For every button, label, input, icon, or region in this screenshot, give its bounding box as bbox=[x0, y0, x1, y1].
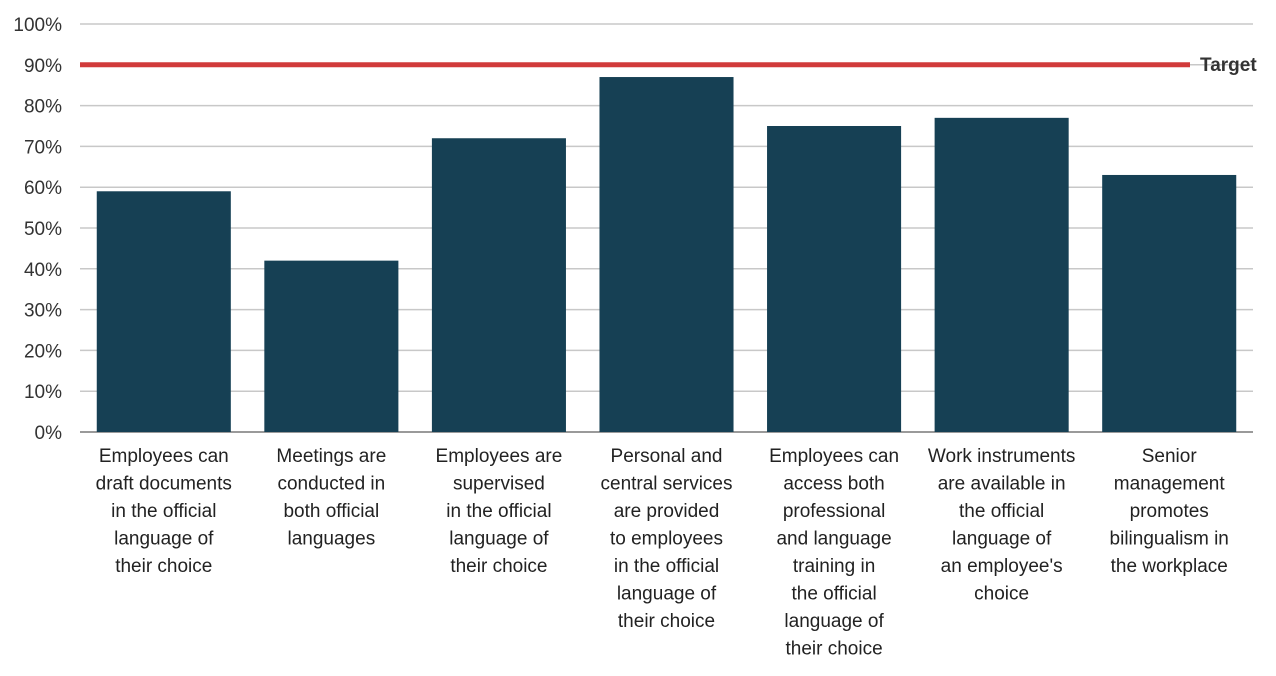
category-label: Work instruments are available in the offi… bbox=[928, 446, 1075, 605]
category-label: Personal and central services are provided… bbox=[601, 446, 733, 632]
y-tick-label: 40% bbox=[24, 260, 62, 281]
category-label: Employees can access both professional and … bbox=[769, 446, 899, 660]
y-tick-label: 0% bbox=[35, 423, 63, 444]
y-tick-label: 80% bbox=[24, 97, 62, 118]
x-axis-labels: Employees can draft documents in the offic… bbox=[96, 446, 1229, 660]
bar bbox=[1102, 174, 1237, 432]
y-tick-label: 20% bbox=[24, 341, 62, 362]
bar bbox=[264, 260, 399, 432]
bars bbox=[96, 77, 1237, 433]
y-tick-label: 100% bbox=[13, 15, 62, 36]
bar bbox=[767, 126, 902, 432]
target-line-group: Target bbox=[80, 55, 1257, 76]
category-label: Employees can draft documents in the offic… bbox=[96, 446, 232, 577]
y-axis-ticks: 0% 10% 20% 30% 40% 50% 60% 70% 80% 90% 100% bbox=[13, 15, 62, 444]
y-tick-label: 70% bbox=[24, 137, 62, 158]
y-tick-label: 30% bbox=[24, 301, 62, 322]
bar bbox=[96, 191, 231, 432]
bar bbox=[934, 117, 1069, 432]
category-label: Employees are supervised in the official la… bbox=[436, 446, 563, 577]
y-tick-label: 90% bbox=[24, 56, 62, 77]
y-tick-label: 60% bbox=[24, 178, 62, 199]
y-tick-label: 50% bbox=[24, 219, 62, 240]
target-label: Target bbox=[1200, 55, 1257, 76]
y-tick-label: 10% bbox=[24, 382, 62, 403]
category-label: Senior management promotes bilingualism in t… bbox=[1110, 446, 1229, 577]
category-label: Meetings are conducted in both official lan… bbox=[276, 446, 386, 550]
bar bbox=[431, 138, 566, 433]
bar bbox=[599, 77, 734, 432]
